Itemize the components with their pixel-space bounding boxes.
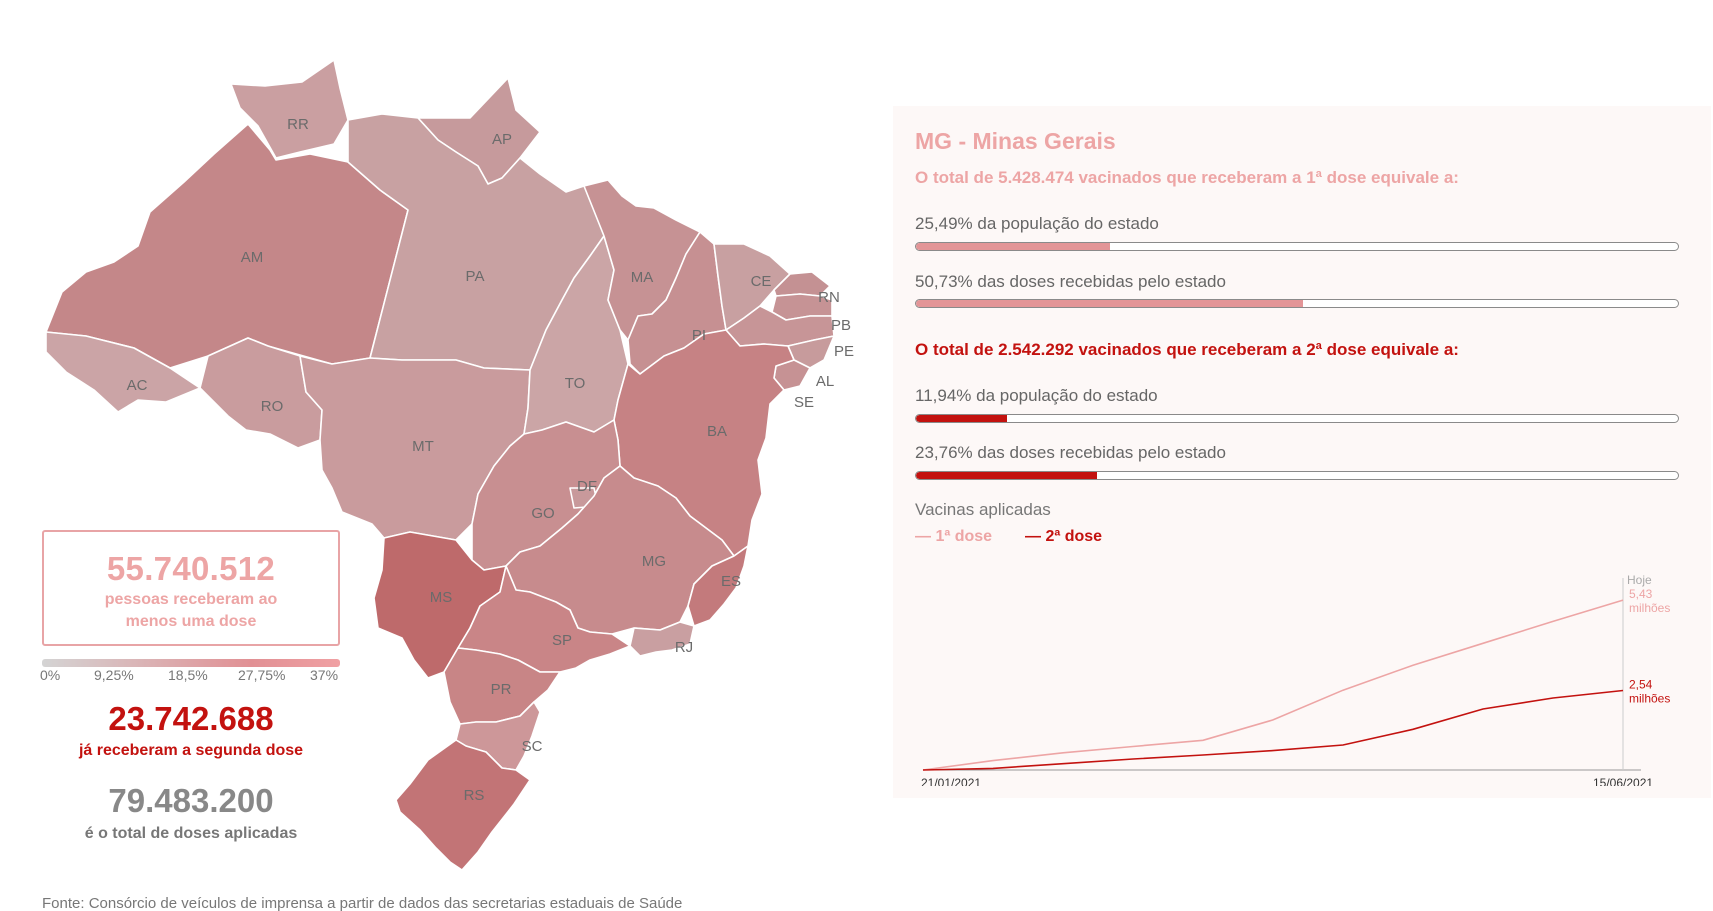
dose2-population-label: 11,94% da população do estado: [915, 386, 1158, 405]
series-2-end-value: 2,54: [1629, 678, 1653, 692]
first-dose-label-line2: menos uma dose: [125, 613, 257, 630]
dose2-doses-label: 23,76% das doses recebidas pelo estado: [915, 443, 1226, 462]
state-am[interactable]: [45, 123, 409, 369]
state-label-rr: RR: [287, 116, 309, 133]
legend-dose2: — 2ª dose: [1025, 528, 1103, 545]
series-1-end-value: 5,43: [1629, 587, 1653, 601]
source-note: Fonte: Consórcio de veículos de imprensa…: [42, 895, 683, 911]
first-dose-box: 55.740.512 pessoas receberam ao menos um…: [42, 530, 340, 646]
state-label-mt: MT: [412, 438, 434, 455]
state-label-mg: MG: [642, 553, 666, 570]
legend-dose2-text: 2ª dose: [1045, 528, 1103, 545]
state-detail-panel: MG - Minas Gerais O total de 5.428.474 v…: [893, 106, 1711, 798]
state-rs[interactable]: [395, 739, 531, 871]
scale-label-4: 37%: [310, 667, 339, 683]
state-label-sp: SP: [552, 632, 572, 649]
color-scale-labels: 0% 9,25% 18,5% 27,75% 37%: [40, 667, 344, 687]
state-label-pe: PE: [834, 343, 854, 360]
scale-label-0: 0%: [40, 667, 61, 683]
scale-label-1: 9,25%: [94, 667, 134, 683]
state-es[interactable]: [687, 545, 749, 627]
total-doses-label: é o total de doses aplicadas: [84, 825, 298, 842]
dose2-doses-bar: [915, 471, 1679, 480]
scale-label-2: 18,5%: [168, 667, 208, 683]
state-label-sc: SC: [522, 738, 543, 755]
dose1-population-bar: [915, 242, 1679, 251]
legend-dose1-text: 1ª dose: [935, 528, 993, 545]
state-label-pr: PR: [491, 681, 512, 698]
state-label-ac: AC: [127, 377, 148, 394]
second-dose-total: 23.742.688: [108, 700, 274, 737]
dose2-population-bar: [915, 414, 1679, 423]
chart-title: Vacinas aplicadas: [915, 500, 1051, 519]
state-rj[interactable]: [629, 621, 695, 657]
state-ro[interactable]: [199, 337, 323, 449]
dose1-doses-bar: [915, 299, 1679, 308]
legend-dose1: — 1ª dose: [915, 528, 993, 545]
color-scale-bar: [42, 659, 340, 667]
state-label-ro: RO: [261, 398, 284, 415]
first-dose-label-line1: pessoas receberam ao: [104, 591, 278, 608]
scale-label-3: 27,75%: [238, 667, 286, 683]
dose1-population-fill: [916, 243, 1111, 250]
second-dose-label: já receberam a segunda dose: [78, 742, 304, 759]
state-label-ms: MS: [430, 589, 453, 606]
series-1-end-unit: milhões: [1629, 601, 1670, 615]
x-end-label: 15/06/2021: [1593, 776, 1653, 786]
total-doses: 79.483.200: [108, 782, 274, 819]
state-label-al: AL: [816, 373, 834, 390]
state-label-ma: MA: [631, 269, 654, 286]
state-label-es: ES: [721, 573, 741, 590]
dose1-heading: O total de 5.428.474 vacinados que receb…: [915, 168, 1459, 187]
state-rr[interactable]: [230, 59, 349, 159]
state-label-to: TO: [565, 375, 586, 392]
state-label-ce: CE: [751, 273, 772, 290]
today-label: Hoje: [1627, 573, 1652, 587]
state-label-pi: PI: [692, 327, 706, 344]
state-label-ba: BA: [707, 423, 727, 440]
brazil-state-map: RR AP AM PA AC RO MT TO MA PI CE RN PB P…: [45, 59, 854, 871]
state-label-ap: AP: [492, 131, 512, 148]
state-label-se: SE: [794, 394, 814, 411]
state-label-rj: RJ: [675, 639, 693, 656]
panel-title: MG - Minas Gerais: [915, 128, 1116, 154]
series-line-2: [922, 689, 1624, 771]
state-label-rs: RS: [464, 787, 485, 804]
first-dose-total: 55.740.512: [106, 550, 276, 587]
state-ac[interactable]: [45, 331, 201, 413]
state-label-go: GO: [531, 505, 554, 522]
dose2-doses-fill: [916, 472, 1098, 479]
dose1-doses-fill: [916, 300, 1303, 307]
state-label-pb: PB: [831, 317, 851, 334]
state-label-am: AM: [241, 249, 264, 266]
dose1-population-label: 25,49% da população do estado: [915, 214, 1159, 233]
series-line-1: [922, 599, 1624, 771]
state-sp[interactable]: [457, 565, 631, 673]
dose2-population-fill: [916, 415, 1007, 422]
x-start-label: 21/01/2021: [921, 776, 981, 786]
state-label-df: DF: [577, 478, 597, 495]
state-label-pa: PA: [466, 268, 485, 285]
series-2-end-unit: milhões: [1629, 692, 1670, 706]
state-label-rn: RN: [818, 289, 840, 306]
dose1-doses-label: 50,73% das doses recebidas pelo estado: [915, 272, 1226, 291]
dose2-heading: O total de 2.542.292 vacinados que receb…: [915, 340, 1459, 359]
